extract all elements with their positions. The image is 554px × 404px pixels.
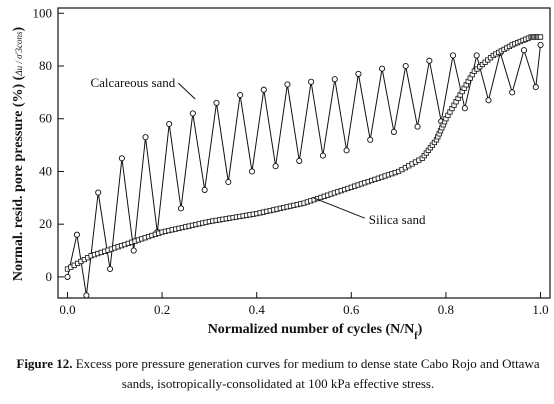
calcareous-sand-point (142, 134, 149, 141)
x-axis-ticks: 0.0 0.2 0.4 0.6 0.8 1.0 (59, 292, 549, 317)
calcareous-sand-line (67, 44, 541, 296)
calcareous-sand-point (449, 52, 457, 59)
calcareous-sand-point (213, 99, 220, 106)
calcareous-sand-point (248, 168, 256, 175)
calcareous-sand-point (260, 86, 267, 93)
calcareous-sand-point (166, 120, 173, 128)
figure-caption: Figure 12. Excess pore pressure generati… (10, 354, 546, 394)
calcareous-sand-point (118, 155, 125, 162)
calcareous-leader-line (177, 82, 196, 100)
calcareous-sand-point (390, 128, 397, 135)
calcareous-sand-point (331, 76, 338, 83)
annotation-layer: Calcareous sand Silica sand (70, 74, 426, 227)
calcareous-sand-point (379, 65, 386, 72)
calcareous-sand-point (461, 105, 468, 112)
calcareous-sand-point (83, 292, 90, 299)
calcareous-sand-point (64, 273, 71, 280)
x-axis-title-subscript: f (414, 331, 418, 342)
calcareous-sand-point (426, 57, 433, 64)
calcareous-sand-point (95, 189, 102, 196)
y-axis-title: Normal. resid. pore pressure (%) (Δu / σ… (11, 27, 26, 282)
x-tick-label: 0.6 (343, 302, 360, 317)
y-axis-title-fraction: Δu / σ'3cons (14, 31, 24, 77)
calcareous-sand-point (414, 123, 421, 130)
calcareous-sand-point (272, 163, 279, 170)
calcareous-sand-point (532, 84, 539, 91)
calcareous-label-backdrop (70, 74, 182, 93)
silica-sand-line (67, 36, 541, 270)
y-tick-label: 100 (33, 5, 53, 20)
calcareous-sand-point (201, 186, 208, 193)
calcareous-sand-label: Calcareous sand (90, 75, 175, 90)
calcareous-sand-point (473, 52, 480, 59)
calcareous-sand-point (485, 97, 492, 104)
y-tick-label: 40 (39, 163, 52, 178)
calcareous-sand-point (189, 110, 196, 117)
y-tick-label: 80 (39, 58, 52, 73)
series-calcareous-sand (64, 41, 544, 299)
calcareous-sand-point (130, 247, 137, 254)
y-tick-label: 0 (46, 269, 53, 284)
calcareous-sand-point (225, 178, 232, 186)
calcareous-sand-point (284, 81, 291, 88)
calcareous-sand-point (355, 70, 362, 77)
series-layer (64, 34, 544, 299)
calcareous-sand-point (73, 231, 80, 238)
calcareous-sand-point (367, 136, 374, 143)
calcareous-sand-point (537, 41, 544, 48)
silica-sand-label: Silica sand (369, 212, 426, 227)
calcareous-sand-point (402, 62, 409, 70)
y-tick-label: 20 (39, 216, 52, 231)
calcareous-sand-point (177, 205, 185, 212)
calcareous-sand-point (237, 91, 244, 99)
x-tick-label: 0.4 (249, 302, 266, 317)
calcareous-sand-point (343, 147, 350, 154)
series-silica-sand (64, 34, 544, 272)
calcareous-sand-point (106, 265, 114, 273)
plot-frame (57, 7, 551, 299)
silica-leader-line (313, 197, 365, 219)
caption-text: Excess pore pressure generation curves f… (75, 356, 540, 391)
y-tick-label: 60 (39, 111, 52, 126)
calcareous-sand-point (520, 47, 528, 54)
calcareous-sand-point (296, 157, 303, 164)
x-axis-title: Normalized number of cycles (N/Nf) (208, 322, 423, 342)
y-axis-ticks: 0 20 40 60 80 100 (33, 5, 64, 284)
silica-sand-point (537, 34, 544, 40)
calcareous-sand-point (509, 89, 516, 96)
x-tick-label: 1.0 (532, 302, 548, 317)
x-tick-label: 0.8 (438, 302, 454, 317)
calcareous-sand-point (319, 152, 326, 159)
caption-label: Figure 12. (16, 356, 73, 371)
calcareous-sand-point (308, 78, 315, 85)
x-tick-label: 0.2 (154, 302, 170, 317)
x-tick-label: 0.0 (59, 302, 75, 317)
